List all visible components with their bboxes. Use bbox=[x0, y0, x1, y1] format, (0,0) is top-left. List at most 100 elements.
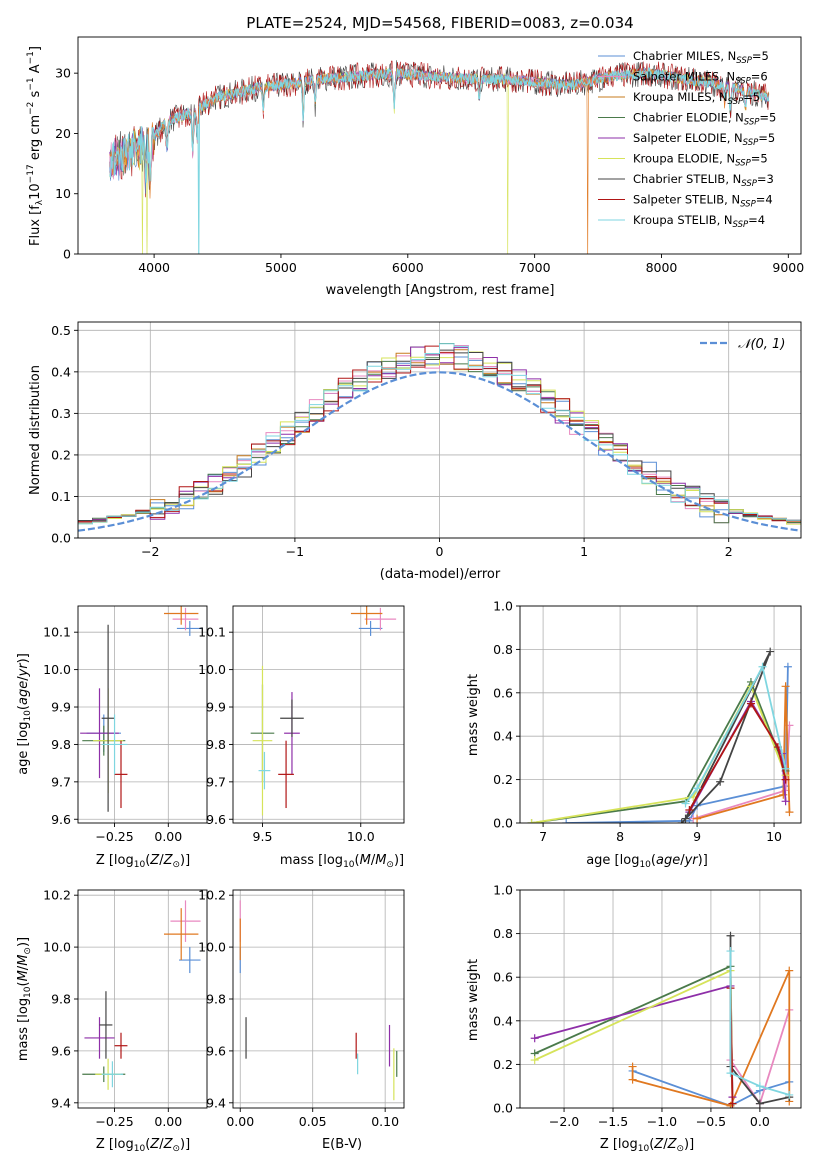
age_weight-series-3 bbox=[531, 679, 787, 823]
age_weight-marker-0-0 bbox=[562, 819, 571, 823]
age_weight-marker-7-3 bbox=[781, 775, 790, 784]
z_mass-ytick-label-3: 10.0 bbox=[43, 940, 71, 955]
residuals-ytick-label-2: 0.2 bbox=[51, 447, 71, 462]
z_mass-ytick-label-0: 9.4 bbox=[51, 1095, 71, 1110]
age_weight-marker-8-0 bbox=[681, 799, 690, 808]
age_weight-marker-4-3 bbox=[781, 797, 790, 806]
z-weight-ylabel: mass weight bbox=[466, 959, 481, 1041]
residuals-xtick-label-0: −2 bbox=[141, 544, 159, 559]
spectrum-xtick-label-3: 7000 bbox=[519, 260, 551, 275]
legend-entry-count-7: =4 bbox=[756, 193, 773, 207]
gauss-legend-label: 𝒩(0, 1) bbox=[738, 337, 785, 352]
spectrum-line-salpeter_stelib bbox=[109, 60, 770, 198]
residuals-xtick-label-3: 1 bbox=[580, 544, 588, 559]
z_mass-ytick-label-1: 9.6 bbox=[51, 1043, 71, 1058]
residuals-xtick-label-1: −1 bbox=[286, 544, 304, 559]
z-age-ylabel: age [log10(age/yr)] bbox=[16, 653, 33, 775]
ebv_mass-ytick-label-1: 9.6 bbox=[206, 1043, 226, 1058]
age_weight-marker-7-0 bbox=[685, 805, 694, 814]
spectrum-ytick-label-3: 30 bbox=[55, 66, 71, 81]
z_weight-marker-4-0 bbox=[530, 1034, 539, 1043]
age_weight-xtick-label-2: 9 bbox=[693, 829, 701, 844]
age_weight-ytick-label-4: 0.8 bbox=[493, 642, 513, 657]
age_weight-ytick-label-1: 0.2 bbox=[493, 772, 513, 787]
age-weight-xlabel-text: age [log bbox=[586, 853, 639, 868]
age_weight-ytick-label-2: 0.4 bbox=[493, 729, 513, 744]
mass-age-panel: 9.5 10.0 9.6 9.7 9.8 9.9 10.0 10.1 bbox=[198, 605, 405, 844]
age_weight-series-7 bbox=[688, 701, 787, 811]
mass_age-xtick-label-1: 10.0 bbox=[347, 829, 375, 844]
z-weight-panel: −2.0 −1.5 −1.0 −0.5 0.0 0.0 0.2 0.4 0.6 0.8 1.0 bbox=[493, 883, 802, 1129]
z-age-xlabel-text: Z [log bbox=[96, 853, 134, 868]
age_weight-marker-8-1 bbox=[693, 784, 702, 793]
legend-entry-count-4: =5 bbox=[758, 131, 775, 145]
legend-entry-name-5: Kroupa ELODIE, N bbox=[633, 152, 735, 166]
ebv_mass-ytick-label-3: 10.0 bbox=[198, 940, 226, 955]
ebv_mass-xtick-label-0: 0.00 bbox=[226, 1114, 254, 1129]
age_weight-marker-8-2 bbox=[758, 662, 767, 671]
legend-entry-sub-3: SSP bbox=[744, 118, 760, 128]
z_weight-marker-8-0 bbox=[726, 947, 735, 956]
age_weight-xtick-label-3: 10 bbox=[766, 829, 782, 844]
age_weight-frame bbox=[519, 605, 802, 824]
z_weight-xtick-label-1: −1.5 bbox=[598, 1114, 628, 1129]
mass_age-ytick-label-4: 10.0 bbox=[198, 662, 226, 677]
z_weight-marker-6-2 bbox=[755, 1099, 764, 1108]
residuals-xtick-label-2: 0 bbox=[436, 544, 444, 559]
ebv_mass-xtick-label-2: 0.10 bbox=[371, 1114, 399, 1129]
z_age-ytick-label-2: 9.8 bbox=[51, 737, 71, 752]
legend-entry-name-7: Salpeter STELIB, N bbox=[633, 193, 740, 207]
legend-entry-1: Salpeter MILES, NSSP=6 bbox=[633, 70, 768, 87]
z-mass-ylabel-text: mass [log bbox=[16, 998, 31, 1061]
residuals-xtick-label-4: 2 bbox=[725, 544, 733, 559]
legend-entry-name-3: Chabrier ELODIE, N bbox=[633, 111, 744, 125]
z_age-ytick-label-5: 10.1 bbox=[43, 625, 71, 640]
residuals-ytick-label-3: 0.3 bbox=[51, 406, 71, 421]
residuals-frame bbox=[77, 321, 802, 539]
z_weight-marker-7-1 bbox=[728, 1099, 737, 1108]
mass_age-xtick-label-0: 9.5 bbox=[253, 829, 273, 844]
residuals-ylabel: Normed distribution bbox=[28, 365, 43, 495]
z_mass-ytick-label-2: 9.8 bbox=[51, 992, 71, 1007]
residuals-ytick-label-4: 0.4 bbox=[51, 364, 71, 379]
age_weight-marker-2-2 bbox=[781, 682, 790, 691]
legend-entry-sub-5: SSP bbox=[735, 159, 751, 169]
z-weight-xlabel: Z [log10(Z/Z⊙)] bbox=[600, 1137, 694, 1154]
spectrum-xtick-label-5: 9000 bbox=[772, 260, 804, 275]
legend-entry-sub-7: SSP bbox=[740, 200, 756, 210]
legend-entry-3: Chabrier ELODIE, NSSP=5 bbox=[633, 111, 776, 128]
legend-entry-sub-2: SSP bbox=[728, 97, 744, 107]
spectrum-frame bbox=[77, 36, 802, 255]
age_weight-series-2 bbox=[696, 686, 791, 820]
ebv_mass-xtick-label-1: 0.05 bbox=[299, 1114, 327, 1129]
mass_age-ytick-label-1: 9.7 bbox=[206, 774, 226, 789]
ebv-mass-xlabel: E(B-V) bbox=[322, 1137, 362, 1152]
mass_age-ytick-label-5: 10.1 bbox=[198, 625, 226, 640]
legend-entry-count-6: =3 bbox=[757, 172, 774, 186]
z_mass-ytick-label-4: 10.2 bbox=[43, 888, 71, 903]
spectrum-line-kroupa_stelib bbox=[109, 67, 770, 254]
ebv_mass-frame bbox=[232, 889, 405, 1109]
z_weight-marker-8-3 bbox=[785, 1090, 794, 1099]
gaussian-curve bbox=[78, 371, 801, 532]
age_weight-marker-5-0 bbox=[527, 819, 536, 823]
age_weight-marker-6-2 bbox=[766, 647, 775, 656]
z_weight-ytick-label-2: 0.4 bbox=[493, 1013, 513, 1028]
spectrum-line-chabrier_stelib bbox=[109, 60, 770, 190]
spectrum-xtick-label-2: 6000 bbox=[392, 260, 424, 275]
age_weight-ytick-label-3: 0.6 bbox=[493, 685, 513, 700]
z_age-xtick-label-1: 0.00 bbox=[154, 829, 182, 844]
age_weight-ytick-label-0: 0.0 bbox=[493, 816, 513, 831]
spectrum-panel: 4000 5000 6000 7000 8000 9000 0 10 20 30 Chabrier … bbox=[55, 36, 804, 275]
z_weight-frame bbox=[519, 889, 802, 1109]
residuals-ytick-label-0: 0.0 bbox=[51, 531, 71, 546]
age_weight-marker-0-4 bbox=[783, 662, 792, 671]
spectrum-ytick-label-1: 10 bbox=[55, 186, 71, 201]
z_weight-ytick-label-1: 0.2 bbox=[493, 1057, 513, 1072]
legend-entry-name-2: Kroupa MILES, N bbox=[633, 90, 728, 104]
legend-entry-2: Kroupa MILES, NSSP=5 bbox=[633, 90, 760, 107]
z-mass-xlabel-text: Z [log bbox=[96, 1137, 134, 1152]
z_mass-xtick-label-0: −0.25 bbox=[95, 1114, 133, 1129]
spectrum-xtick-label-0: 4000 bbox=[138, 260, 170, 275]
